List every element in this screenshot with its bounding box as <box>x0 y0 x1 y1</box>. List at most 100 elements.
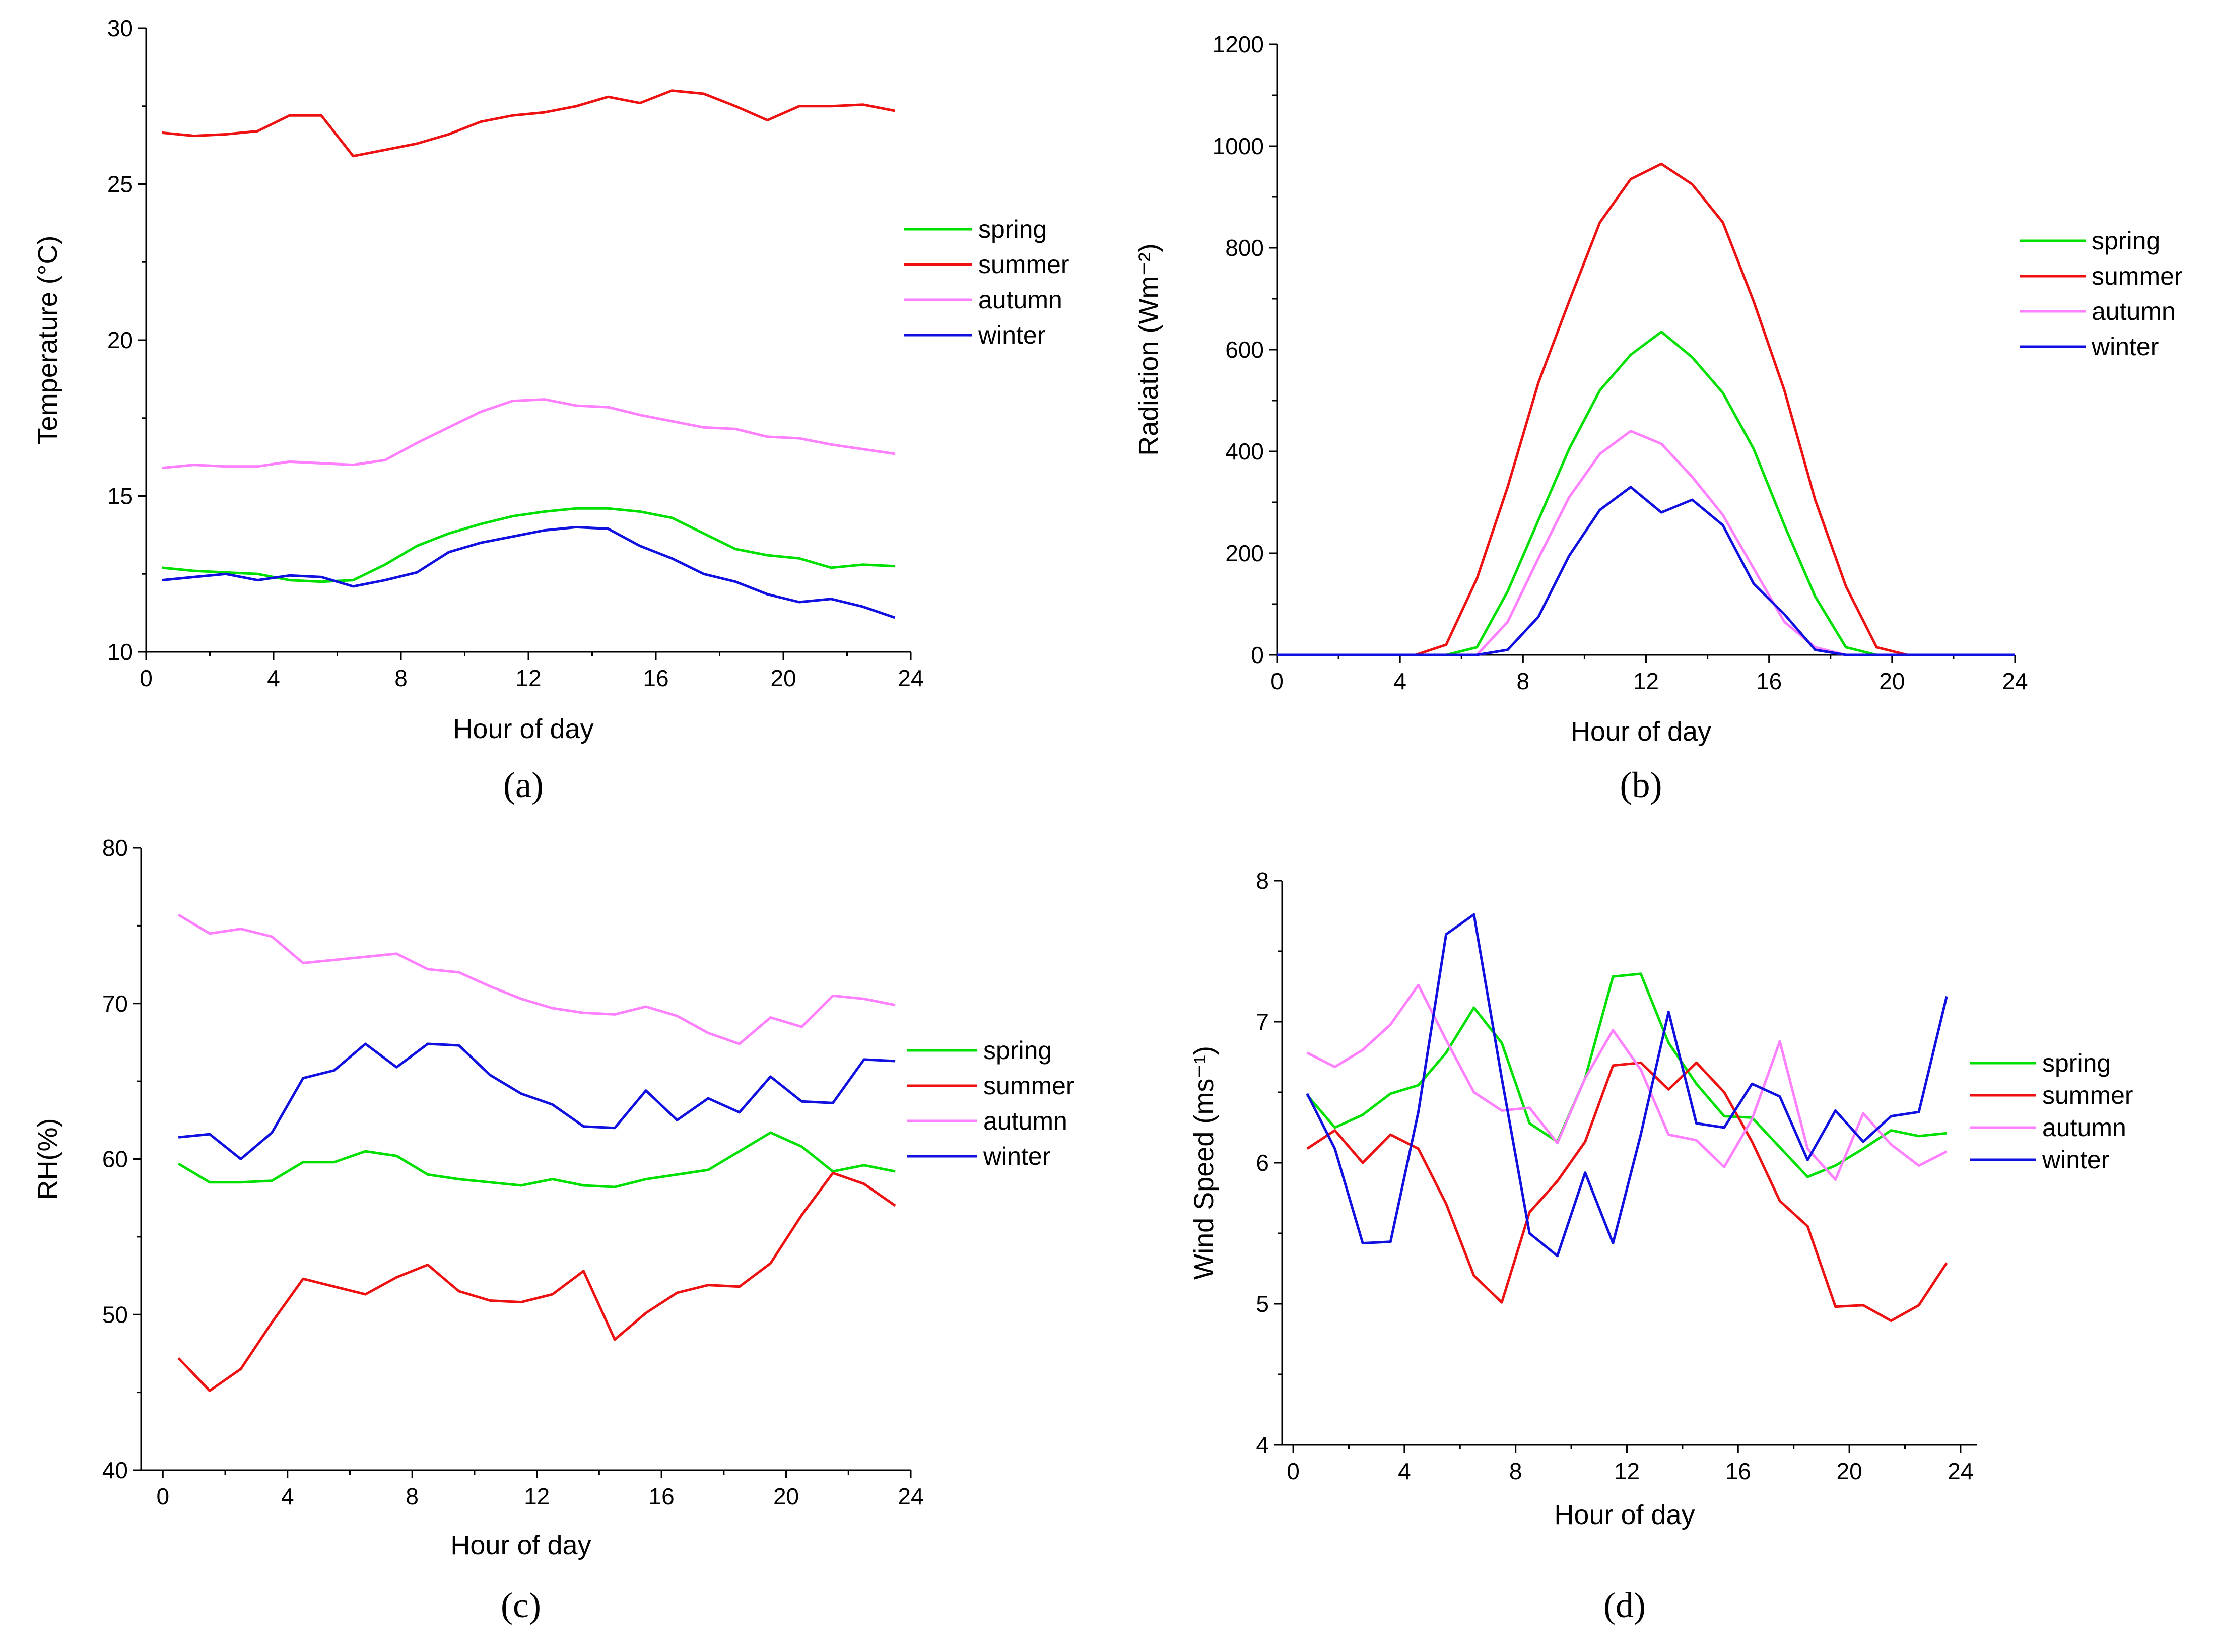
series-line-winter <box>1306 913 1948 1258</box>
legend: spring summer autumn winter <box>1970 1049 2133 1174</box>
legend-label: summer <box>2092 262 2183 290</box>
y-tick-label: 1000 <box>1213 133 1264 159</box>
legend-label: spring <box>2092 227 2160 255</box>
y-tick-label: 6 <box>1256 1150 1269 1176</box>
x-tick-label: 4 <box>267 665 280 691</box>
y-tick-label: 8 <box>1256 868 1269 894</box>
y-tick-label: 80 <box>102 835 128 861</box>
legend-label: autumn <box>983 1107 1067 1135</box>
legend-label: spring <box>983 1036 1052 1065</box>
series-line-spring <box>162 507 895 583</box>
y-tick-label: 5 <box>1256 1291 1269 1317</box>
x-tick-label: 20 <box>1879 668 1905 694</box>
series-line-winter <box>178 1042 896 1160</box>
x-tick-label: 8 <box>1509 1458 1522 1484</box>
panel-label: (a) <box>503 765 544 805</box>
series-line-summer <box>1277 162 2015 656</box>
x-tick-label: 8 <box>406 1483 419 1509</box>
legend-label: autumn <box>2042 1113 2126 1142</box>
y-tick-label: 600 <box>1225 337 1264 363</box>
series-line-autumn <box>177 913 896 1045</box>
series-line-summer <box>177 1171 896 1392</box>
x-tick-label: 8 <box>1517 668 1530 694</box>
x-tick-label: 16 <box>643 665 668 691</box>
y-tick-label: 60 <box>102 1146 128 1172</box>
y-axis-title: RH(%) <box>33 1118 63 1200</box>
x-axis-title: Hour of day <box>1554 1500 1695 1530</box>
y-tick-label: 4 <box>1256 1432 1269 1458</box>
chart-panel-2: 0 200 400 600 800 1000 1200 0 4 8 12 16 20 24 Hour of … <box>1133 31 2183 805</box>
legend-label: summer <box>983 1072 1075 1100</box>
series-line-winter <box>162 525 896 619</box>
y-tick-label: 7 <box>1256 1009 1269 1035</box>
x-tick-label: 12 <box>1633 668 1659 694</box>
x-tick-label: 24 <box>898 1483 923 1509</box>
x-tick-label: 24 <box>2002 668 2028 694</box>
x-tick-label: 12 <box>524 1483 550 1509</box>
panel-label: (c) <box>501 1585 541 1625</box>
y-tick-label: 800 <box>1225 235 1264 261</box>
series-line-summer <box>162 89 895 158</box>
x-axis-title: Hour of day <box>450 1530 591 1560</box>
x-tick-label: 4 <box>1393 668 1406 694</box>
y-axis-title: Radiation (Wm⁻²) <box>1133 243 1164 456</box>
x-tick-label: 0 <box>140 665 153 691</box>
y-tick-label: 400 <box>1225 438 1264 465</box>
x-tick-label: 0 <box>157 1483 170 1509</box>
legend-label: summer <box>2042 1081 2133 1109</box>
legend-label: winter <box>983 1142 1050 1170</box>
y-tick-label: 25 <box>107 171 133 197</box>
series-line-winter <box>1277 486 2015 656</box>
legend: spring summer autumn winter <box>904 215 1069 349</box>
panel-label: (d) <box>1603 1585 1646 1625</box>
chart-panel-1: 10 15 20 25 30 0 4 8 12 16 20 24 Hour of day Temperat… <box>33 15 1069 805</box>
series-line-spring <box>1306 972 1947 1178</box>
x-tick-label: 20 <box>770 665 796 691</box>
y-tick-label: 40 <box>102 1457 128 1483</box>
x-tick-label: 16 <box>649 1483 675 1509</box>
x-tick-label: 24 <box>1948 1458 1973 1484</box>
y-tick-label: 1200 <box>1213 31 1264 57</box>
series-line-spring <box>177 1131 896 1188</box>
x-tick-label: 4 <box>1398 1458 1411 1484</box>
x-tick-label: 4 <box>281 1483 294 1509</box>
x-tick-label: 20 <box>1836 1458 1862 1484</box>
legend-label: autumn <box>978 286 1062 314</box>
y-tick-label: 70 <box>102 990 128 1017</box>
panel-label: (b) <box>1620 765 1662 805</box>
x-tick-label: 8 <box>394 665 408 691</box>
x-tick-label: 24 <box>898 665 923 691</box>
series-line-autumn <box>1277 430 2015 656</box>
x-axis-title: Hour of day <box>453 714 593 744</box>
x-tick-label: 16 <box>1756 668 1782 694</box>
y-tick-label: 30 <box>107 15 133 41</box>
legend: spring summer autumn winter <box>907 1036 1075 1170</box>
legend: spring summer autumn winter <box>2020 227 2183 361</box>
x-tick-label: 16 <box>1725 1458 1751 1484</box>
x-tick-label: 12 <box>1614 1458 1640 1484</box>
y-tick-label: 0 <box>1251 642 1264 668</box>
series-line-spring <box>1277 331 2015 656</box>
y-tick-label: 200 <box>1225 540 1264 566</box>
y-tick-label: 10 <box>107 639 133 665</box>
series-line-autumn <box>162 398 895 470</box>
y-tick-label: 50 <box>102 1301 128 1328</box>
chart-panel-3: 40 50 60 70 80 0 4 8 12 16 20 24 Hour of day RH(%) (c)… <box>33 835 1075 1625</box>
legend-label: winter <box>2091 333 2159 361</box>
legend-label: winter <box>978 321 1045 349</box>
y-tick-label: 20 <box>107 327 133 353</box>
series-line-autumn <box>1306 983 1948 1181</box>
series-line-summer <box>1306 1061 1948 1323</box>
x-tick-label: 0 <box>1287 1458 1300 1484</box>
y-axis-title: Wind Speed (ms⁻¹) <box>1189 1046 1219 1280</box>
x-tick-label: 0 <box>1270 668 1284 694</box>
legend-label: spring <box>2042 1049 2111 1077</box>
legend-label: winter <box>2042 1146 2109 1174</box>
legend-label: spring <box>978 215 1047 243</box>
x-tick-label: 12 <box>515 665 541 691</box>
legend-label: autumn <box>2092 297 2176 325</box>
y-axis-title: Temperature (°C) <box>33 236 63 445</box>
y-tick-label: 15 <box>107 483 133 509</box>
